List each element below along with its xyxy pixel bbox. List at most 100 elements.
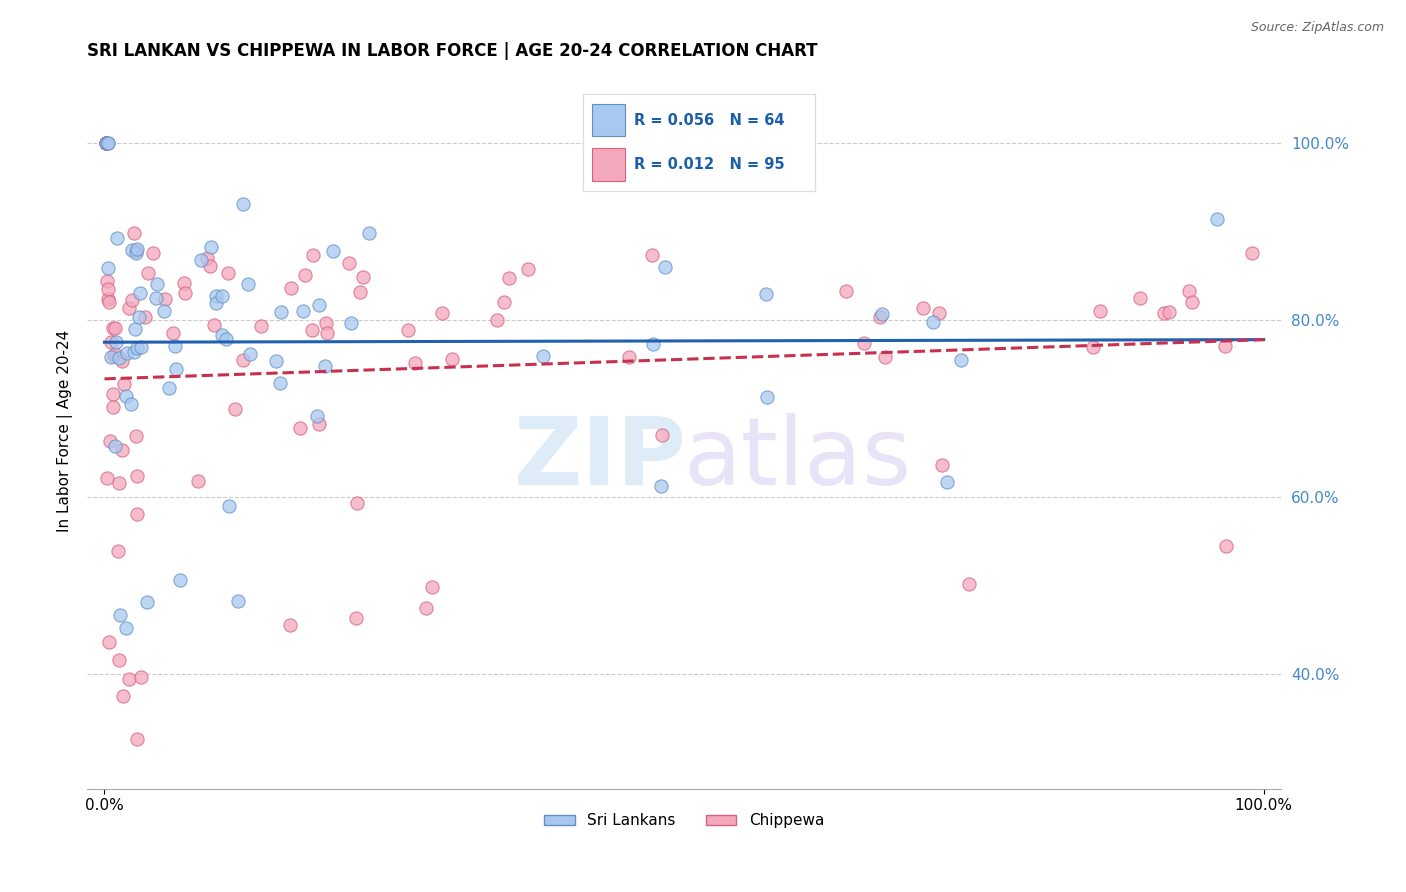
Point: [1213, 339, 1236, 353]
Point: [121, 293, 143, 307]
Point: [834, 284, 856, 298]
Point: [104, 334, 127, 349]
Point: [204, 289, 226, 303]
Point: [190, 253, 212, 268]
Point: [516, 262, 538, 277]
Point: [654, 260, 676, 274]
Point: [432, 305, 454, 319]
Point: [127, 469, 149, 483]
Point: [218, 499, 240, 513]
Point: [935, 475, 957, 489]
Point: [291, 303, 314, 318]
Point: [205, 296, 228, 310]
Point: [94, 136, 117, 150]
Point: [316, 326, 339, 340]
Point: [928, 306, 950, 320]
Point: [912, 301, 935, 315]
Point: [107, 653, 129, 667]
Point: [115, 346, 138, 360]
Point: [211, 288, 233, 302]
Y-axis label: In Labor Force | Age 20-24: In Labor Force | Age 20-24: [58, 329, 73, 532]
Point: [98, 294, 121, 309]
Point: [239, 346, 262, 360]
Point: [121, 243, 143, 257]
Point: [308, 417, 330, 432]
Point: [337, 256, 360, 270]
Point: [100, 351, 122, 365]
Point: [269, 376, 291, 391]
Point: [922, 315, 945, 329]
Point: [322, 244, 344, 258]
Point: [114, 621, 136, 635]
Point: [110, 607, 132, 622]
Point: [359, 227, 381, 241]
Point: [349, 285, 371, 299]
Point: [127, 732, 149, 747]
Point: [200, 240, 222, 254]
Point: [97, 260, 120, 275]
Point: [157, 381, 180, 395]
Point: [128, 310, 150, 324]
Point: [498, 271, 520, 285]
Point: [125, 341, 148, 355]
Point: [200, 260, 222, 274]
Point: [96, 471, 118, 485]
Point: [118, 301, 141, 315]
Point: [949, 353, 972, 368]
Point: [153, 304, 176, 318]
Point: [96, 274, 118, 288]
Point: [305, 409, 328, 423]
Point: [215, 332, 238, 346]
Point: [1083, 340, 1105, 354]
Text: atlas: atlas: [683, 413, 911, 505]
Point: [650, 479, 672, 493]
Point: [641, 248, 664, 262]
Point: [97, 136, 120, 150]
Point: [104, 321, 127, 335]
Point: [103, 321, 125, 335]
Point: [131, 670, 153, 684]
Point: [617, 351, 640, 365]
Point: [94, 136, 117, 150]
Point: [224, 401, 246, 416]
Point: [117, 672, 139, 686]
Point: [187, 475, 209, 489]
Point: [755, 286, 778, 301]
Point: [97, 282, 120, 296]
Point: [94, 136, 117, 150]
Point: [103, 386, 125, 401]
Point: [98, 635, 121, 649]
Point: [125, 243, 148, 257]
Point: [396, 323, 419, 337]
Point: [162, 326, 184, 340]
Point: [146, 277, 169, 291]
Point: [853, 336, 876, 351]
Point: [129, 286, 152, 301]
Point: [1178, 285, 1201, 299]
Point: [875, 350, 897, 364]
Point: [352, 270, 374, 285]
Point: [314, 359, 336, 373]
Point: [264, 353, 287, 368]
Point: [869, 310, 891, 325]
Point: [122, 345, 145, 359]
Point: [494, 294, 516, 309]
Point: [1181, 295, 1204, 310]
Point: [643, 337, 665, 351]
Point: [756, 390, 779, 404]
Text: ZIP: ZIP: [515, 413, 688, 505]
Point: [103, 400, 125, 414]
Point: [94, 136, 117, 150]
Text: Source: ZipAtlas.com: Source: ZipAtlas.com: [1250, 21, 1384, 35]
Point: [114, 376, 136, 391]
Point: [105, 231, 128, 245]
Point: [136, 594, 159, 608]
Point: [173, 276, 195, 290]
Point: [97, 136, 120, 150]
Point: [125, 244, 148, 258]
Point: [1088, 304, 1111, 318]
Point: [278, 618, 301, 632]
Point: [108, 351, 131, 365]
Point: [420, 580, 443, 594]
Point: [302, 248, 325, 262]
